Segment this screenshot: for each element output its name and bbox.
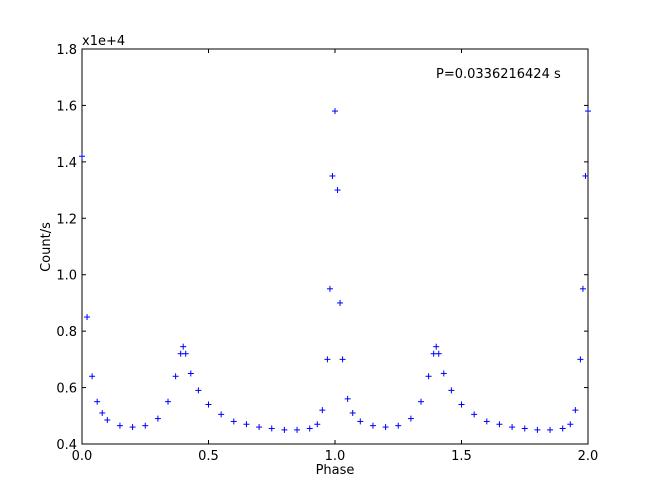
data-point: [582, 172, 589, 179]
data-point: [430, 350, 437, 357]
data-point: [230, 418, 237, 425]
data-point: [509, 424, 516, 431]
data-point: [440, 370, 447, 377]
data-point: [567, 421, 574, 428]
data-point: [326, 285, 333, 292]
data-point: [458, 401, 465, 408]
data-point: [205, 401, 212, 408]
data-point: [129, 424, 136, 431]
data-point: [435, 350, 442, 357]
y-tick-label: 0.6: [56, 382, 77, 397]
data-point: [319, 407, 326, 414]
y-tick-label: 1.8: [56, 43, 77, 58]
data-point: [177, 350, 184, 357]
data-point: [89, 373, 96, 380]
data-point: [382, 424, 389, 431]
data-point: [579, 285, 586, 292]
data-point: [559, 425, 566, 432]
data-point: [142, 422, 149, 429]
x-tick-label: 0.5: [198, 449, 219, 464]
data-point: [496, 421, 503, 428]
data-point: [344, 395, 351, 402]
data-point: [116, 422, 123, 429]
y-tick-label: 1.4: [56, 156, 77, 171]
y-tick-label: 1.2: [56, 212, 77, 227]
data-point: [572, 407, 579, 414]
data-point: [218, 411, 225, 418]
x-tick-label: 1.5: [451, 449, 472, 464]
data-point: [349, 409, 356, 416]
x-tick-label: 0.0: [72, 449, 93, 464]
data-point: [281, 426, 288, 433]
data-point: [332, 108, 338, 115]
data-point: [357, 418, 364, 425]
y-tick-label: 0.4: [56, 438, 77, 453]
data-point: [433, 343, 440, 350]
data-point: [407, 415, 414, 422]
data-point: [165, 398, 172, 405]
y-axis-title: Count/s: [39, 222, 54, 272]
data-point: [294, 426, 301, 433]
data-point: [104, 417, 111, 424]
data-point: [483, 418, 490, 425]
data-point: [187, 370, 194, 377]
data-point: [94, 398, 101, 405]
data-point: [79, 153, 85, 160]
data-point: [306, 425, 313, 432]
period-annotation: P=0.0336216424 s: [436, 67, 561, 82]
y-tick-label: 0.8: [56, 325, 77, 340]
data-point: [418, 398, 425, 405]
y-tick-label: 1.6: [56, 99, 77, 114]
data-point: [585, 108, 591, 115]
data-point: [369, 422, 376, 429]
ticks-layer: 0.0 0.5 1.0 1.5 2.0 0.4 0.6 0.8 1.0 1.2 1.4 1.6 1.8: [56, 43, 598, 464]
data-point: [180, 343, 187, 350]
data-point: [268, 425, 275, 432]
data-point: [425, 373, 432, 380]
data-series-layer: [79, 108, 591, 433]
data-point: [182, 350, 189, 357]
data-point: [256, 424, 263, 431]
data-point: [84, 314, 91, 321]
data-point: [337, 299, 344, 306]
data-point: [172, 373, 179, 380]
data-point: [534, 426, 541, 433]
x-axis-title: Phase: [316, 463, 355, 478]
x-tick-label: 1.0: [325, 449, 346, 464]
y-scale-label: x1e+4: [82, 34, 125, 49]
data-point: [195, 387, 202, 394]
data-point: [314, 421, 321, 428]
y-tick-label: 1.0: [56, 269, 77, 284]
data-point: [471, 411, 478, 418]
data-point: [154, 415, 161, 422]
data-point: [334, 187, 341, 194]
data-point: [521, 425, 528, 432]
data-point: [339, 356, 346, 363]
data-point: [243, 421, 250, 428]
data-point: [448, 387, 455, 394]
data-point: [324, 356, 331, 363]
x-tick-label: 2.0: [578, 449, 599, 464]
data-point: [577, 356, 584, 363]
data-point: [99, 409, 106, 416]
data-point: [329, 172, 336, 179]
data-point: [395, 422, 402, 429]
plot-area-frame: [81, 48, 589, 445]
data-point: [547, 426, 554, 433]
